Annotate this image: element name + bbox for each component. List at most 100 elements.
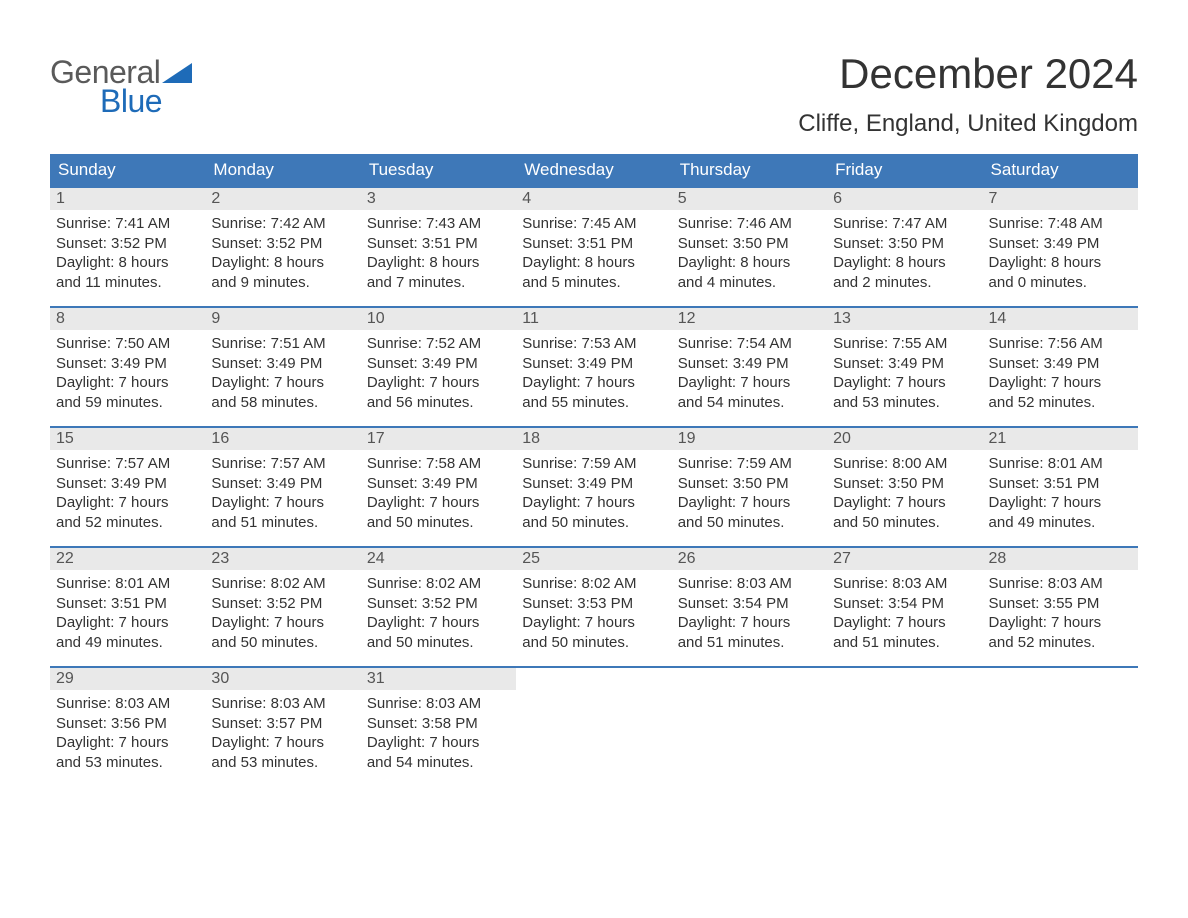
day-number-cell: 24 [361, 547, 516, 570]
location-subtitle: Cliffe, England, United Kingdom [798, 110, 1138, 138]
day-number-cell: 17 [361, 427, 516, 450]
day-text-cell: Sunrise: 8:02 AMSunset: 3:52 PMDaylight:… [205, 570, 360, 667]
day-line-d1: Daylight: 7 hours [367, 373, 510, 393]
day-line-ss: Sunset: 3:51 PM [56, 594, 199, 614]
day-line-ss: Sunset: 3:58 PM [367, 714, 510, 734]
day-text-cell: Sunrise: 8:03 AMSunset: 3:56 PMDaylight:… [50, 690, 205, 786]
day-number-cell: 8 [50, 307, 205, 330]
day-line-sr: Sunrise: 7:48 AM [989, 214, 1132, 234]
day-line-d2: and 55 minutes. [522, 393, 665, 413]
day-line-sr: Sunrise: 7:59 AM [678, 454, 821, 474]
day-number-cell: 1 [50, 187, 205, 210]
day-line-ss: Sunset: 3:52 PM [56, 234, 199, 254]
day-text-cell: Sunrise: 7:51 AMSunset: 3:49 PMDaylight:… [205, 330, 360, 427]
day-number-cell: 6 [827, 187, 982, 210]
day-line-sr: Sunrise: 8:03 AM [56, 694, 199, 714]
day-line-d1: Daylight: 8 hours [211, 253, 354, 273]
week-text-row: Sunrise: 8:01 AMSunset: 3:51 PM Daylight:… [50, 570, 1138, 667]
day-number: 19 [678, 430, 696, 447]
day-number-cell: 30 [205, 667, 360, 690]
day-line-d2: and 52 minutes. [989, 633, 1132, 653]
day-number-cell: 31 [361, 667, 516, 690]
day-line-d1: Daylight: 7 hours [833, 373, 976, 393]
day-number-cell: 25 [516, 547, 671, 570]
day-text-cell: Sunrise: 7:42 AMSunset: 3:52 PMDaylight:… [205, 210, 360, 307]
week-number-row: 1234567 [50, 187, 1138, 210]
day-number-cell: 5 [672, 187, 827, 210]
day-line-d2: and 52 minutes. [989, 393, 1132, 413]
day-number-cell: 11 [516, 307, 671, 330]
day-number-cell [827, 667, 982, 690]
day-number-cell: 2 [205, 187, 360, 210]
day-number: 5 [678, 190, 687, 207]
day-line-d2: and 53 minutes. [833, 393, 976, 413]
day-line-d2: and 2 minutes. [833, 273, 976, 293]
day-line-ss: Sunset: 3:57 PM [211, 714, 354, 734]
day-line-ss: Sunset: 3:52 PM [211, 234, 354, 254]
day-line-ss: Sunset: 3:49 PM [989, 354, 1132, 374]
day-line-d1: Daylight: 7 hours [211, 733, 354, 753]
day-line-d2: and 52 minutes. [56, 513, 199, 533]
calendar-document: General Blue December 2024 Cliffe, Engla… [0, 0, 1188, 826]
week-text-row: Sunrise: 8:03 AMSunset: 3:56 PM Daylight:… [50, 690, 1138, 786]
logo-word-blue: Blue [100, 83, 162, 120]
day-line-d2: and 50 minutes. [522, 633, 665, 653]
day-line-ss: Sunset: 3:49 PM [833, 354, 976, 374]
day-number: 15 [56, 430, 74, 447]
day-text-cell: Sunrise: 8:03 AMSunset: 3:58 PMDaylight:… [361, 690, 516, 786]
day-line-d2: and 9 minutes. [211, 273, 354, 293]
day-line-d2: and 58 minutes. [211, 393, 354, 413]
day-text-cell: Sunrise: 7:52 AMSunset: 3:49 PMDaylight:… [361, 330, 516, 427]
day-number: 31 [367, 670, 385, 687]
day-line-sr: Sunrise: 7:57 AM [56, 454, 199, 474]
day-number: 6 [833, 190, 842, 207]
day-line-ss: Sunset: 3:49 PM [211, 354, 354, 374]
day-line-ss: Sunset: 3:49 PM [522, 474, 665, 494]
day-line-ss: Sunset: 3:49 PM [56, 474, 199, 494]
day-number-cell: 20 [827, 427, 982, 450]
day-line-d2: and 51 minutes. [678, 633, 821, 653]
day-text-cell: Sunrise: 7:53 AMSunset: 3:49 PMDaylight:… [516, 330, 671, 427]
calendar-body: 1234567Sunrise: 7:41 AMSunset: 3:52 PMDa… [50, 187, 1138, 786]
day-number-cell: 16 [205, 427, 360, 450]
day-line-sr: Sunrise: 7:51 AM [211, 334, 354, 354]
day-line-sr: Sunrise: 8:00 AM [833, 454, 976, 474]
day-line-d1: Daylight: 7 hours [211, 613, 354, 633]
day-text-cell: Sunrise: 8:03 AMSunset: 3:54 PMDaylight:… [827, 570, 982, 667]
calendar-head: Sunday Monday Tuesday Wednesday Thursday… [50, 154, 1138, 187]
day-header-row: Sunday Monday Tuesday Wednesday Thursday… [50, 154, 1138, 187]
day-number-cell: 9 [205, 307, 360, 330]
day-number: 12 [678, 310, 696, 327]
day-number-cell: 3 [361, 187, 516, 210]
day-line-d1: Daylight: 7 hours [56, 493, 199, 513]
day-number-cell: 4 [516, 187, 671, 210]
day-line-ss: Sunset: 3:49 PM [678, 354, 821, 374]
day-line-d2: and 51 minutes. [833, 633, 976, 653]
day-line-sr: Sunrise: 7:58 AM [367, 454, 510, 474]
day-line-sr: Sunrise: 7:55 AM [833, 334, 976, 354]
day-text-cell: Sunrise: 7:55 AMSunset: 3:49 PMDaylight:… [827, 330, 982, 427]
day-text-cell: Sunrise: 7:46 AMSunset: 3:50 PMDaylight:… [672, 210, 827, 307]
day-number-cell: 10 [361, 307, 516, 330]
calendar-table: Sunday Monday Tuesday Wednesday Thursday… [50, 154, 1138, 786]
day-line-d2: and 51 minutes. [211, 513, 354, 533]
day-number-cell: 13 [827, 307, 982, 330]
day-number: 11 [522, 310, 539, 327]
day-number: 4 [522, 190, 531, 207]
day-line-sr: Sunrise: 7:50 AM [56, 334, 199, 354]
day-line-sr: Sunrise: 8:01 AM [56, 574, 199, 594]
day-number: 1 [56, 190, 65, 207]
day-number: 20 [833, 430, 851, 447]
day-line-ss: Sunset: 3:55 PM [989, 594, 1132, 614]
day-text-cell [672, 690, 827, 786]
week-text-row: Sunrise: 7:41 AMSunset: 3:52 PMDaylight:… [50, 210, 1138, 307]
day-line-ss: Sunset: 3:56 PM [56, 714, 199, 734]
day-number-cell: 18 [516, 427, 671, 450]
day-line-d2: and 49 minutes. [989, 513, 1132, 533]
week-text-row: Sunrise: 7:57 AMSunset: 3:49 PMDaylight:… [50, 450, 1138, 547]
title-block: December 2024 Cliffe, England, United Ki… [798, 50, 1138, 138]
day-number: 26 [678, 550, 696, 567]
day-line-d1: Daylight: 7 hours [833, 613, 976, 633]
week-number-row: 293031 [50, 667, 1138, 690]
day-text-cell: Sunrise: 7:57 AMSunset: 3:49 PMDaylight:… [205, 450, 360, 547]
